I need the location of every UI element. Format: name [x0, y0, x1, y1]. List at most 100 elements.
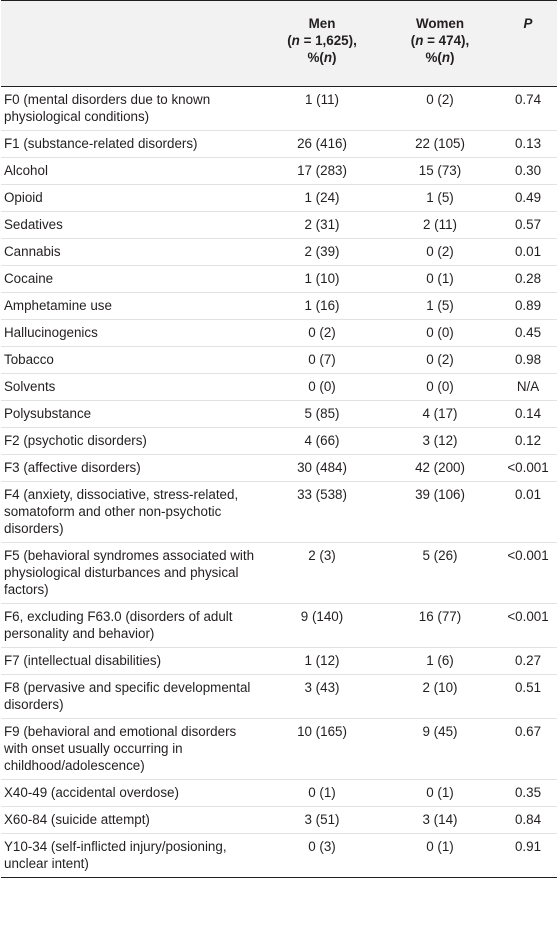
table-row: Hallucinogenics 0 (2) 0 (0) 0.45: [1, 320, 557, 347]
row-p-value: 0.49: [514, 190, 542, 205]
row-women-value: 4 (17): [422, 406, 458, 421]
row-women-value: 0 (2): [426, 352, 454, 367]
table-header: Men (n = 1,625), %(n) Women (n = 474), %…: [1, 0, 557, 87]
row-women-value: 3 (12): [422, 433, 458, 448]
row-women-value: 42 (200): [415, 460, 465, 475]
row-p-value: 0.35: [514, 785, 542, 800]
table-row: Y10-34 (self-inflicted injury/posioning,…: [1, 834, 557, 878]
row-men-value: 26 (416): [297, 136, 347, 151]
row-men-value: 0 (7): [308, 352, 336, 367]
table-row: X40-49 (accidental overdose) 0 (1) 0 (1) 0.…: [1, 780, 557, 807]
row-label: F5 (behavioral syndromes associated with…: [4, 548, 255, 597]
table-row: F7 (intellectual disabilities) 1 (12) 1 (6…: [1, 648, 557, 675]
table-row: Solvents 0 (0) 0 (0) N/A: [1, 374, 557, 401]
row-women-value: 0 (1): [426, 839, 454, 854]
row-men-value: 1 (11): [305, 92, 339, 107]
row-women-value: 2 (11): [423, 217, 457, 232]
row-p-value: <0.001: [507, 548, 549, 563]
table-row: Cocaine 1 (10) 0 (1) 0.28: [1, 266, 557, 293]
row-label: X60-84 (suicide attempt): [4, 812, 150, 827]
row-label: F0 (mental disorders due to known physio…: [4, 92, 211, 124]
row-men-value: 2 (3): [308, 548, 336, 563]
row-men-value: 30 (484): [297, 460, 347, 475]
row-label: Amphetamine use: [4, 298, 112, 313]
row-label: F1 (substance-related disorders): [4, 136, 198, 151]
row-p-value: 0.45: [514, 325, 542, 340]
row-label: Opioid: [4, 190, 43, 205]
diagnosis-table: Men (n = 1,625), %(n) Women (n = 474), %…: [1, 0, 557, 878]
row-men-value: 4 (66): [304, 433, 340, 448]
row-p-value: 0.67: [514, 724, 542, 739]
header-men-unit: %(n): [307, 50, 337, 65]
table-row: Amphetamine use 1 (16) 1 (5) 0.89: [1, 293, 557, 320]
row-men-value: 0 (3): [308, 839, 336, 854]
header-p-value: P: [499, 0, 557, 87]
row-label: X40-49 (accidental overdose): [4, 785, 179, 800]
header-women-count: (n = 474),: [410, 33, 470, 48]
row-p-value: 0.74: [514, 92, 542, 107]
table-row: Alcohol 17 (283) 15 (73) 0.30: [1, 158, 557, 185]
row-p-value: 0.91: [514, 839, 542, 854]
table-row: F3 (affective disorders) 30 (484) 42 (200)…: [1, 455, 557, 482]
row-label: Solvents: [4, 379, 56, 394]
table-body: F0 (mental disorders due to known physio…: [1, 87, 557, 878]
row-women-value: 2 (10): [422, 680, 458, 695]
row-p-value: 0.51: [514, 680, 542, 695]
row-label: Hallucinogenics: [4, 325, 98, 340]
row-label: Sedatives: [4, 217, 63, 232]
table-row: F6, excluding F63.0 (disorders of adult …: [1, 604, 557, 648]
row-men-value: 5 (85): [304, 406, 340, 421]
row-p-value: 0.28: [514, 271, 542, 286]
table-row: Opioid 1 (24) 1 (5) 0.49: [1, 185, 557, 212]
row-label: Y10-34 (self-inflicted injury/posioning,…: [4, 839, 227, 871]
table-row: F8 (pervasive and specific developmental…: [1, 675, 557, 719]
row-label: Tobacco: [4, 352, 54, 367]
row-label: F8 (pervasive and specific developmental…: [4, 680, 251, 712]
header-men-count: (n = 1,625),: [287, 33, 357, 48]
row-label: F6, excluding F63.0 (disorders of adult …: [4, 609, 233, 641]
row-men-value: 0 (2): [308, 325, 336, 340]
row-women-value: 0 (2): [426, 244, 454, 259]
row-p-value: 0.01: [514, 244, 542, 259]
table-row: F0 (mental disorders due to known physio…: [1, 87, 557, 131]
row-label: F7 (intellectual disabilities): [4, 653, 162, 668]
row-p-value: 0.98: [514, 352, 542, 367]
header-men: Men (n = 1,625), %(n): [263, 0, 381, 87]
row-label: Polysubstance: [4, 406, 92, 421]
row-women-value: 0 (2): [426, 92, 454, 107]
row-label: Cannabis: [4, 244, 61, 259]
row-label: Alcohol: [4, 163, 48, 178]
row-men-value: 2 (39): [304, 244, 340, 259]
row-label: F2 (psychotic disorders): [4, 433, 147, 448]
row-women-value: 1 (5): [426, 190, 454, 205]
header-women-title: Women: [415, 16, 465, 31]
row-men-value: 10 (165): [297, 724, 347, 739]
row-men-value: 1 (12): [304, 653, 340, 668]
row-men-value: 0 (1): [308, 785, 336, 800]
row-p-value: 0.13: [514, 136, 542, 151]
row-men-value: 1 (10): [304, 271, 340, 286]
row-women-value: 15 (73): [418, 163, 462, 178]
table-row: F1 (substance-related disorders) 26 (416)…: [1, 131, 557, 158]
row-women-value: 22 (105): [415, 136, 465, 151]
table-row: Sedatives 2 (31) 2 (11) 0.57: [1, 212, 557, 239]
table-row: Polysubstance 5 (85) 4 (17) 0.14: [1, 401, 557, 428]
table-row: F2 (psychotic disorders) 4 (66) 3 (12) 0.12: [1, 428, 557, 455]
row-men-value: 2 (31): [304, 217, 340, 232]
row-women-value: 16 (77): [418, 609, 462, 624]
row-p-value: N/A: [516, 379, 540, 394]
table-row: Cannabis 2 (39) 0 (2) 0.01: [1, 239, 557, 266]
table-row: F9 (behavioral and emotional disorders w…: [1, 719, 557, 780]
row-men-value: 9 (140): [300, 609, 344, 624]
header-women: Women (n = 474), %(n): [381, 0, 499, 87]
header-men-title: Men: [308, 16, 336, 31]
header-row: Men (n = 1,625), %(n) Women (n = 474), %…: [1, 0, 557, 87]
row-p-value: 0.01: [514, 487, 542, 502]
row-p-value: 0.14: [514, 406, 542, 421]
row-label: F4 (anxiety, dissociative, stress-relate…: [4, 487, 239, 536]
header-women-unit: %(n): [425, 50, 455, 65]
row-men-value: 1 (24): [304, 190, 340, 205]
row-p-value: 0.27: [514, 653, 542, 668]
row-p-value: 0.12: [514, 433, 542, 448]
